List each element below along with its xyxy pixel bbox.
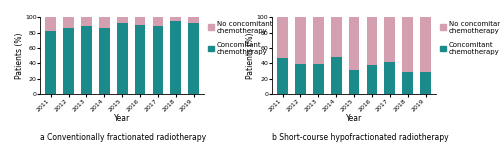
X-axis label: Year: Year [114, 114, 130, 123]
Bar [295, 17, 306, 64]
Bar [134, 17, 145, 25]
Bar [170, 17, 181, 21]
Bar [188, 23, 199, 94]
Bar [81, 17, 92, 26]
Bar [170, 21, 181, 94]
Bar [331, 57, 342, 94]
Legend: No concomitant
chemotherapy, Concomitant
chemotherapy: No concomitant chemotherapy, Concomitant… [440, 21, 500, 55]
Bar [63, 28, 74, 94]
Bar [384, 62, 395, 94]
Bar [348, 17, 360, 70]
Bar [420, 17, 431, 72]
Bar [402, 72, 413, 94]
Legend: No concomitant
chemotherapy, Concomitant
chemotherapy: No concomitant chemotherapy, Concomitant… [208, 21, 272, 55]
Bar [384, 17, 395, 62]
Bar [99, 28, 110, 94]
Y-axis label: Patients (%): Patients (%) [14, 32, 24, 79]
Bar [313, 64, 324, 94]
Y-axis label: Patients (%): Patients (%) [246, 32, 256, 79]
Bar [278, 17, 288, 58]
Bar [348, 70, 360, 94]
Bar [81, 26, 92, 94]
Bar [420, 72, 431, 94]
Bar [366, 17, 378, 65]
Text: b Short-course hypofractionated radiotherapy: b Short-course hypofractionated radiothe… [272, 133, 448, 142]
Bar [117, 17, 128, 23]
Text: a Conventionally fractionated radiotherapy: a Conventionally fractionated radiothera… [40, 133, 206, 142]
Bar [117, 23, 128, 94]
Bar [295, 64, 306, 94]
Bar [63, 17, 74, 28]
Bar [331, 17, 342, 57]
X-axis label: Year: Year [346, 114, 362, 123]
Bar [46, 31, 56, 94]
Bar [152, 26, 164, 94]
Bar [152, 17, 164, 26]
Bar [99, 17, 110, 28]
Bar [278, 58, 288, 94]
Bar [402, 17, 413, 72]
Bar [134, 25, 145, 94]
Bar [46, 17, 56, 31]
Bar [188, 17, 199, 23]
Bar [366, 65, 378, 94]
Bar [313, 17, 324, 64]
